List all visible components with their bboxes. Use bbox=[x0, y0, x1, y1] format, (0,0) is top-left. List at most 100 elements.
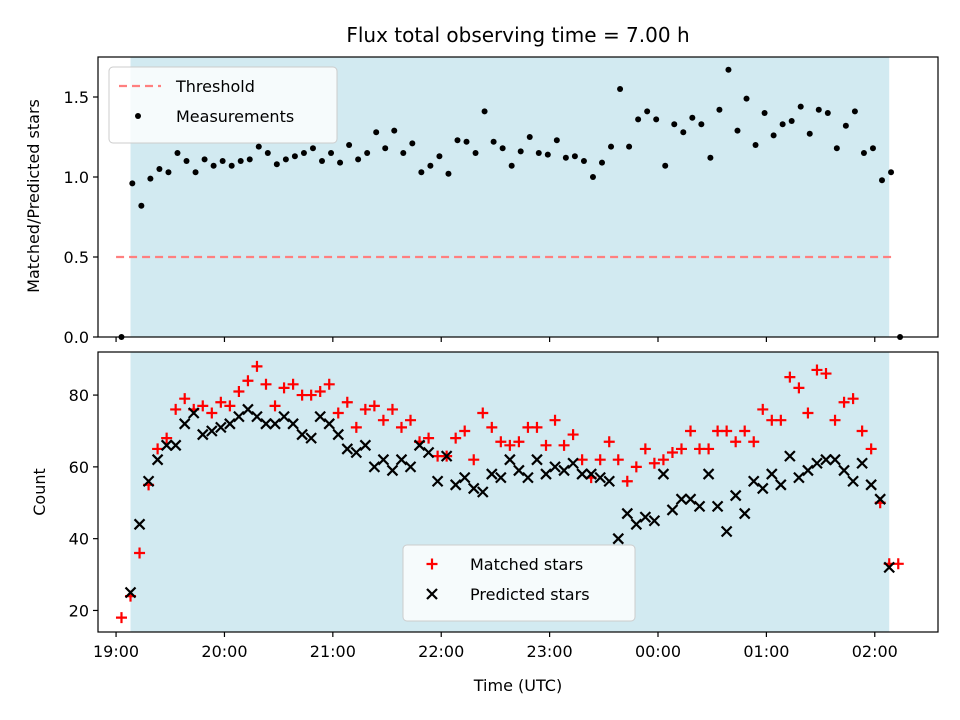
y-tick-label: 60 bbox=[69, 458, 89, 477]
data-point bbox=[431, 475, 444, 488]
data-point bbox=[440, 450, 453, 462]
data-point bbox=[210, 162, 217, 169]
data-point bbox=[486, 468, 498, 480]
data-point bbox=[784, 450, 796, 462]
legend: Matched stars Predicted stars bbox=[402, 544, 636, 622]
data-point bbox=[355, 156, 362, 163]
data-point bbox=[170, 403, 182, 415]
data-point bbox=[300, 150, 307, 156]
data-point bbox=[332, 407, 344, 419]
data-point bbox=[346, 142, 353, 148]
data-point bbox=[635, 116, 642, 123]
data-point bbox=[282, 156, 289, 163]
data-point bbox=[806, 130, 813, 137]
data-point bbox=[540, 468, 552, 480]
data-point bbox=[847, 475, 859, 488]
data-point bbox=[391, 127, 398, 134]
data-point bbox=[364, 150, 371, 156]
legend-label: Matched stars bbox=[470, 555, 583, 574]
series-matched-stars bbox=[115, 360, 904, 624]
data-point bbox=[115, 612, 127, 624]
data-point bbox=[594, 471, 606, 484]
data-point bbox=[725, 66, 732, 73]
data-point bbox=[874, 493, 886, 505]
data-point bbox=[215, 421, 227, 434]
top-y-axis-label: Matched/Predicted stars bbox=[24, 99, 43, 293]
data-point bbox=[359, 439, 372, 452]
data-point bbox=[513, 436, 525, 448]
data-point bbox=[350, 446, 363, 459]
data-point bbox=[395, 453, 408, 466]
legend-matched-swatch bbox=[426, 558, 438, 570]
data-point bbox=[169, 439, 182, 452]
data-point bbox=[404, 461, 417, 473]
data-point bbox=[400, 150, 407, 156]
legend-box bbox=[402, 544, 636, 622]
data-point bbox=[802, 407, 814, 419]
data-point bbox=[314, 410, 326, 423]
data-point bbox=[829, 453, 841, 466]
data-point bbox=[608, 143, 615, 150]
data-point bbox=[459, 425, 471, 437]
data-point bbox=[657, 468, 670, 480]
data-point bbox=[233, 410, 245, 423]
data-point bbox=[802, 464, 814, 477]
data-point bbox=[314, 385, 326, 397]
data-point bbox=[856, 425, 868, 437]
data-point bbox=[766, 468, 778, 480]
data-point bbox=[332, 428, 345, 441]
legend-label: Threshold bbox=[175, 77, 255, 96]
data-point bbox=[747, 475, 760, 488]
data-point bbox=[201, 156, 208, 163]
data-point bbox=[544, 151, 551, 158]
data-point bbox=[237, 158, 244, 164]
data-point bbox=[224, 400, 236, 412]
x-tick-label: 01:00 bbox=[743, 642, 789, 661]
data-point bbox=[567, 457, 579, 470]
data-point bbox=[499, 145, 506, 152]
data-point bbox=[860, 150, 867, 156]
data-point bbox=[648, 457, 660, 469]
data-point bbox=[161, 432, 173, 444]
data-point bbox=[671, 121, 678, 128]
data-point bbox=[675, 493, 688, 505]
data-point bbox=[680, 129, 687, 136]
data-point bbox=[156, 166, 163, 172]
data-point bbox=[427, 162, 434, 169]
legend-label: Measurements bbox=[176, 107, 294, 126]
data-point bbox=[486, 421, 498, 433]
data-point bbox=[183, 158, 190, 164]
data-point bbox=[580, 158, 587, 164]
data-point bbox=[612, 454, 624, 466]
x-tick-label: 23:00 bbox=[527, 642, 573, 661]
data-point bbox=[133, 518, 146, 531]
data-point bbox=[675, 443, 687, 455]
data-point bbox=[698, 121, 705, 128]
data-point bbox=[703, 443, 715, 455]
data-point bbox=[626, 143, 633, 150]
bottom-y-axis-label: Count bbox=[30, 468, 49, 516]
data-point bbox=[743, 95, 750, 102]
data-point bbox=[585, 468, 597, 480]
data-point bbox=[644, 108, 651, 115]
data-point bbox=[869, 145, 876, 152]
data-point bbox=[517, 148, 524, 155]
data-point bbox=[134, 547, 146, 559]
data-point bbox=[775, 414, 787, 426]
data-point bbox=[359, 403, 371, 415]
data-point bbox=[468, 454, 480, 466]
legend: Threshold Measurements bbox=[108, 66, 338, 144]
data-point bbox=[851, 108, 858, 115]
data-point bbox=[138, 202, 145, 209]
data-point bbox=[842, 122, 849, 129]
data-point bbox=[571, 153, 578, 160]
data-point bbox=[833, 145, 840, 152]
data-point bbox=[377, 414, 389, 426]
x-tick-label: 20:00 bbox=[201, 642, 247, 661]
y-tick-label: 80 bbox=[69, 386, 89, 405]
data-point bbox=[594, 454, 606, 466]
data-point bbox=[693, 500, 706, 513]
data-point bbox=[495, 436, 507, 448]
data-point bbox=[576, 468, 588, 480]
